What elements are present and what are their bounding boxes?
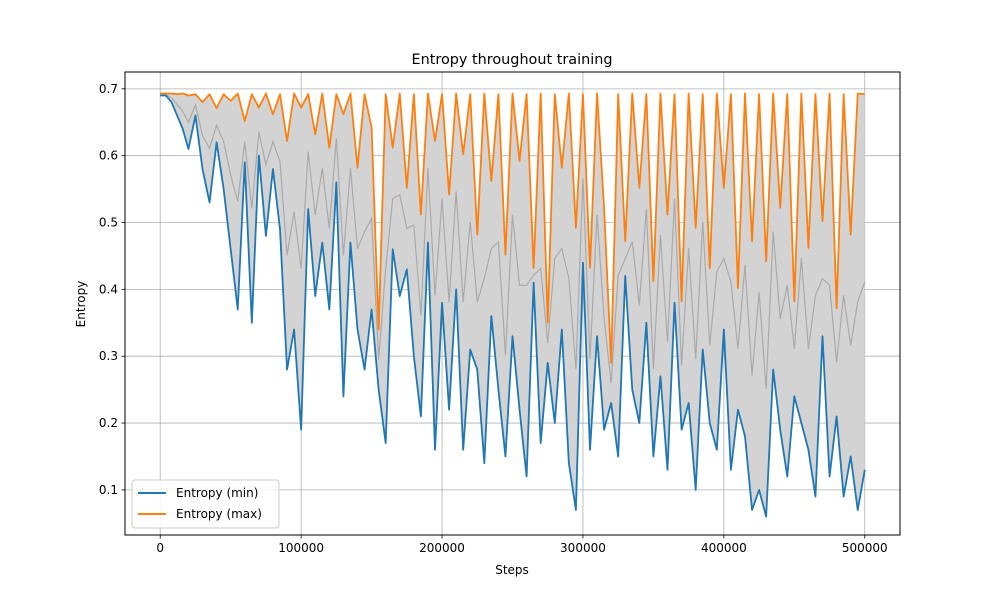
y-tick-label: 0.5 xyxy=(99,216,118,230)
min-max-band-area xyxy=(160,93,865,517)
x-tick-label: 400000 xyxy=(701,541,747,555)
y-tick-label: 0.3 xyxy=(99,349,118,363)
y-tick-label: 0.2 xyxy=(99,416,118,430)
legend: Entropy (min) Entropy (max) xyxy=(131,479,280,529)
x-axis-ticks: 0 100000 200000 300000 400000 500000 xyxy=(156,535,888,555)
legend-label-min: Entropy (min) xyxy=(176,486,258,500)
series-lines xyxy=(160,92,866,518)
legend-label-max: Entropy (max) xyxy=(176,507,262,521)
x-axis-label: Steps xyxy=(495,563,529,577)
y-tick-label: 0.4 xyxy=(99,282,118,296)
x-tick-label: 300000 xyxy=(560,541,606,555)
chart-title: Entropy throughout training xyxy=(412,52,613,68)
x-tick-label: 0 xyxy=(156,541,164,555)
y-tick-label: 0.1 xyxy=(99,483,118,497)
y-tick-label: 0.7 xyxy=(99,82,118,96)
y-axis-ticks: 0.1 0.2 0.3 0.4 0.5 0.6 0.7 xyxy=(99,82,125,497)
entropy-min-line xyxy=(160,94,866,518)
y-tick-label: 0.6 xyxy=(99,149,118,163)
entropy-max-line xyxy=(160,92,865,364)
min-max-band xyxy=(160,93,866,517)
x-tick-label: 500000 xyxy=(842,541,888,555)
x-tick-label: 200000 xyxy=(419,541,465,555)
legend-box xyxy=(131,479,280,529)
y-axis-label: Entropy xyxy=(74,281,88,328)
plot-area: 0 100000 200000 300000 400000 500000 0.10.20.… xyxy=(99,71,901,555)
band-mean-line xyxy=(160,93,866,389)
axes-frame xyxy=(124,71,901,536)
x-tick-label: 100000 xyxy=(278,541,324,555)
